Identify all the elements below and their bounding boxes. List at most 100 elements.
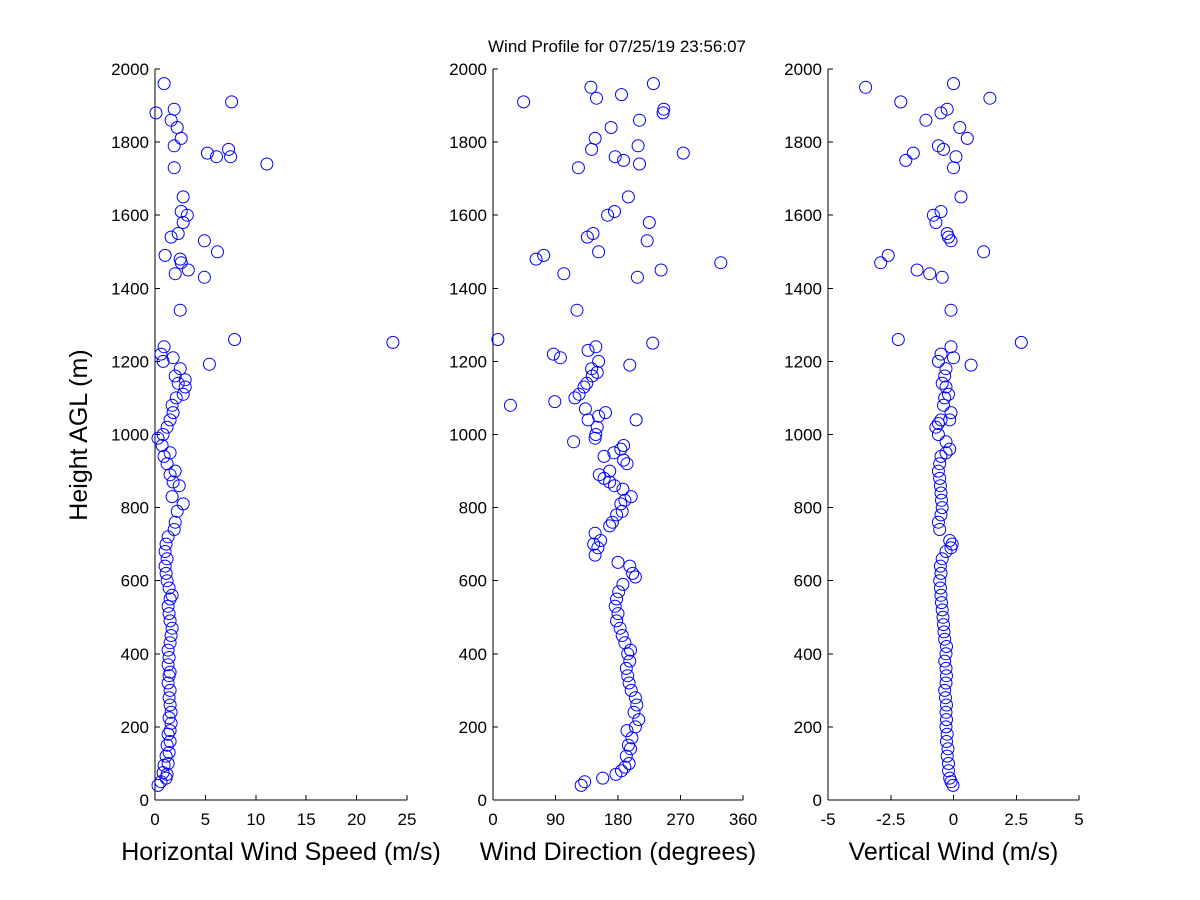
data-point	[942, 764, 955, 778]
data-point	[960, 131, 974, 145]
y-tick-label: 1800	[111, 133, 149, 152]
data-point	[624, 742, 637, 756]
x-tick-label: 2.5	[1004, 810, 1028, 829]
data-point	[167, 161, 181, 175]
data-point	[939, 691, 952, 705]
data-point	[931, 428, 945, 441]
data-point	[940, 640, 953, 653]
data-point	[168, 369, 182, 383]
data-point	[228, 333, 242, 346]
data-point	[608, 205, 621, 218]
data-point	[386, 335, 400, 349]
data-point	[615, 629, 629, 642]
data-point	[946, 778, 960, 792]
data-point	[197, 270, 211, 284]
data-point	[977, 245, 991, 259]
data-point	[162, 581, 176, 595]
data-point	[619, 661, 633, 675]
data-point	[503, 398, 517, 412]
data-point	[546, 347, 560, 361]
data-point	[165, 398, 179, 412]
data-point	[939, 362, 953, 376]
data-point	[603, 464, 617, 478]
y-tick-label: 800	[459, 499, 487, 518]
x-tick-label: 25	[398, 810, 417, 829]
data-point	[163, 683, 177, 697]
data-point	[935, 603, 949, 617]
data-point	[164, 716, 178, 730]
data-point	[585, 369, 599, 383]
data-point	[178, 380, 192, 394]
data-point	[557, 267, 571, 281]
data-point	[954, 190, 968, 204]
data-point	[537, 248, 551, 262]
figure-title: Wind Profile for 07/25/19 23:56:07	[488, 37, 746, 56]
x-tick-label: 10	[246, 810, 265, 829]
data-point	[934, 205, 948, 218]
data-point	[164, 113, 178, 127]
data-point	[260, 157, 274, 171]
data-point	[171, 227, 185, 240]
x-tick-label: 20	[347, 810, 366, 829]
data-point	[618, 760, 632, 774]
y-tick-label: 1800	[449, 133, 487, 152]
data-point	[940, 713, 953, 727]
data-point	[162, 711, 176, 725]
data-point	[942, 387, 955, 401]
data-point	[161, 757, 175, 770]
data-point	[919, 113, 933, 127]
data-point	[944, 234, 958, 248]
data-point	[176, 497, 190, 511]
data-point	[572, 387, 586, 401]
y-tick-label: 800	[794, 499, 822, 518]
data-point	[614, 442, 628, 456]
data-point	[163, 665, 177, 679]
data-point	[517, 95, 531, 109]
data-point	[947, 351, 960, 365]
data-point	[906, 146, 920, 160]
data-point	[934, 486, 948, 500]
data-point	[162, 691, 176, 705]
x-tick-label: 270	[666, 810, 694, 829]
data-point	[939, 647, 953, 661]
y-tick-label: 1400	[111, 279, 149, 298]
x-tick-label: 15	[297, 810, 316, 829]
y-tick-label: 1200	[449, 352, 487, 371]
data-point	[934, 413, 948, 427]
data-point	[934, 588, 948, 602]
data-point	[940, 735, 953, 748]
data-point	[574, 778, 588, 792]
data-point	[601, 208, 615, 222]
data-point	[931, 515, 945, 529]
data-point	[938, 391, 952, 405]
y-tick-label: 1400	[449, 279, 487, 298]
data-point	[623, 358, 637, 372]
data-point	[935, 376, 949, 390]
data-point	[943, 534, 957, 547]
data-point	[931, 417, 945, 430]
data-point	[938, 683, 952, 697]
data-point	[592, 409, 606, 423]
data-point	[586, 227, 600, 240]
data-point	[620, 724, 634, 738]
data-point	[615, 764, 628, 778]
data-point	[176, 216, 190, 229]
data-point	[859, 80, 873, 94]
data-point	[200, 146, 214, 160]
data-point	[197, 234, 211, 248]
data-point	[166, 351, 180, 365]
data-point	[160, 738, 174, 752]
data-point	[163, 614, 177, 628]
data-point	[944, 303, 958, 317]
y-tick-label: 200	[121, 718, 149, 737]
data-point	[937, 625, 951, 639]
data-point	[616, 577, 630, 591]
data-point	[578, 402, 592, 416]
y-tick-label: 0	[813, 791, 822, 810]
data-point	[157, 77, 171, 91]
data-point	[931, 354, 945, 368]
data-point	[939, 380, 953, 394]
data-point	[933, 523, 947, 536]
data-point	[156, 428, 170, 441]
